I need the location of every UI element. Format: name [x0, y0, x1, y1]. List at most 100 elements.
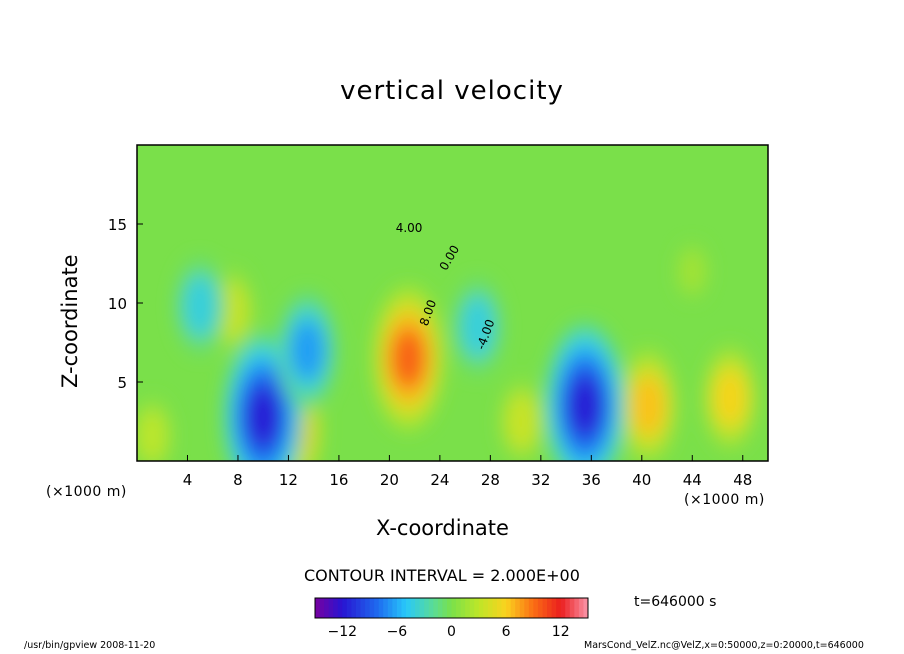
colorbar-segment-11 — [365, 598, 371, 618]
colorbar-segment-54 — [560, 598, 566, 618]
colorbar-segment-5 — [337, 598, 343, 618]
colorbar-tick-label-4: 12 — [552, 624, 570, 640]
x-unit-left: (×1000 m) — [46, 484, 127, 500]
colorbar-segment-0 — [315, 598, 321, 618]
colorbar-segment-26 — [433, 598, 439, 618]
colorbar-segment-24 — [424, 598, 430, 618]
colorbar-segment-28 — [442, 598, 448, 618]
colorbar-segment-7 — [346, 598, 352, 618]
colorbar-tick-label-0: −12 — [328, 624, 358, 640]
colorbar-segment-37 — [483, 598, 489, 618]
colorbar-segment-21 — [410, 598, 416, 618]
x-tick-label-20: 20 — [380, 471, 399, 489]
y-axis-label: Z-coordinate — [58, 254, 82, 388]
colorbar-segment-10 — [360, 598, 366, 618]
x-tick-label-24: 24 — [430, 471, 449, 489]
colorbar-segment-4 — [333, 598, 339, 618]
colorbar-segment-29 — [446, 598, 452, 618]
colorbar-segment-25 — [428, 598, 434, 618]
colorbar-segment-51 — [547, 598, 553, 618]
heat-feature-3-ring-2 — [714, 370, 747, 426]
colorbar-segment-19 — [401, 598, 407, 618]
heat-feature-10-ring-4 — [568, 377, 602, 434]
colorbar-segment-46 — [524, 598, 530, 618]
colorbar-segment-1 — [319, 598, 325, 618]
colorbar-segment-32 — [460, 598, 466, 618]
heat-feature-5-ring-1 — [137, 409, 168, 461]
colorbar-segment-18 — [396, 598, 402, 618]
colorbar-segment-16 — [387, 598, 393, 618]
colorbar-segment-45 — [519, 598, 525, 618]
colorbar-segment-44 — [515, 598, 521, 618]
colorbar-segment-39 — [492, 598, 498, 618]
y-tick-label-10: 10 — [108, 295, 127, 313]
x-tick-label-8: 8 — [233, 471, 243, 489]
colorbar-segment-30 — [451, 598, 457, 618]
x-tick-label-44: 44 — [683, 471, 702, 489]
colorbar-segment-57 — [574, 598, 580, 618]
colorbar-segment-53 — [556, 598, 562, 618]
contour-label-0: 4.00 — [396, 221, 423, 235]
colorbar-tick-label-1: −6 — [387, 624, 408, 640]
colorbar-segment-27 — [437, 598, 443, 618]
colorbar-segment-8 — [351, 598, 357, 618]
colorbar-segment-9 — [355, 598, 361, 618]
colorbar-segment-55 — [565, 598, 571, 618]
colorbar-segment-43 — [510, 598, 516, 618]
colorbar-segment-34 — [469, 598, 475, 618]
colorbar-segment-2 — [324, 598, 330, 618]
colorbar-segment-48 — [533, 598, 539, 618]
colorbar-tick-label-2: 0 — [447, 624, 456, 640]
colorbar-segment-31 — [456, 598, 462, 618]
colorbar-segment-6 — [342, 598, 348, 618]
heat-feature-12-ring-1 — [678, 249, 706, 293]
colorbar-segment-22 — [415, 598, 421, 618]
colorbar-segment-15 — [383, 598, 389, 618]
colorbar-tick-label-3: 6 — [502, 624, 511, 640]
heat-feature-7-ring-4 — [247, 388, 280, 445]
footer-left: /usr/bin/gpview 2008-11-20 — [24, 640, 156, 651]
colorbar-segment-35 — [474, 598, 480, 618]
x-tick-label-48: 48 — [733, 471, 752, 489]
colorbar-segment-23 — [419, 598, 425, 618]
heat-feature-0-ring-3 — [391, 329, 425, 388]
x-tick-label-40: 40 — [632, 471, 651, 489]
heat-feature-1-ring-1 — [505, 392, 539, 451]
colorbar-segment-58 — [578, 598, 584, 618]
heat-feature-11-ring-1 — [460, 295, 496, 359]
colorbar-frame — [314, 597, 589, 619]
colorbar-segment-17 — [392, 598, 398, 618]
heat-feature-8-ring-2 — [290, 321, 324, 380]
colorbar-segment-47 — [528, 598, 534, 618]
colorbar-segment-41 — [501, 598, 507, 618]
x-axis-label: X-coordinate — [376, 516, 509, 540]
colorbar-segment-20 — [406, 598, 412, 618]
colorbar-segment-33 — [465, 598, 471, 618]
y-tick-label-5: 5 — [117, 374, 127, 392]
x-tick-label-4: 4 — [183, 471, 193, 489]
chart-title: vertical velocity — [340, 76, 564, 106]
colorbar-segment-42 — [506, 598, 512, 618]
colorbar-segment-3 — [328, 598, 334, 618]
colorbar-segment-52 — [551, 598, 557, 618]
x-tick-label-12: 12 — [279, 471, 298, 489]
x-tick-label-36: 36 — [582, 471, 601, 489]
colorbar-segment-59 — [583, 598, 589, 618]
contour-interval-label: CONTOUR INTERVAL = 2.000E+00 — [304, 566, 580, 585]
colorbar-segment-14 — [378, 598, 384, 618]
colorbar-segment-40 — [497, 598, 503, 618]
heat-feature-2-ring-2 — [631, 376, 665, 435]
colorbar-segment-13 — [374, 598, 380, 618]
x-unit-right: (×1000 m) — [684, 492, 765, 508]
colorbar-segment-38 — [487, 598, 493, 618]
x-tick-label-28: 28 — [481, 471, 500, 489]
heat-feature-9-ring-1 — [182, 274, 218, 338]
colorbar-segment-50 — [542, 598, 548, 618]
colorbar-segment-56 — [569, 598, 575, 618]
footer-right: MarsCond_VelZ.nc@VelZ,x=0:50000,z=0:2000… — [584, 640, 864, 651]
x-tick-label-32: 32 — [531, 471, 550, 489]
colorbar-segment-12 — [369, 598, 375, 618]
colorbar-segment-49 — [537, 598, 543, 618]
colorbar-segment-36 — [478, 598, 484, 618]
